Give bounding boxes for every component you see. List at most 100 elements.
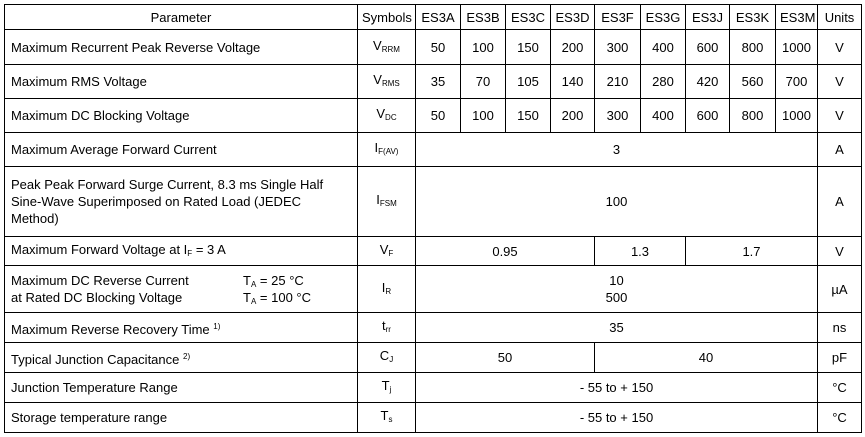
- header-cell: ES3G: [640, 4, 686, 30]
- condition-symbol: T: [243, 273, 251, 288]
- unit-cell: °C: [817, 372, 862, 403]
- value-cell: 150: [505, 98, 551, 133]
- header-cell: ES3D: [550, 4, 595, 30]
- spec-table: Parameter Symbols ES3A ES3B ES3C ES3D ES3F ES3G…: [4, 4, 862, 433]
- parameter: Sine-Wave Superimposed on Rated Load (JE…: [11, 194, 301, 209]
- unit-cell: µA: [817, 265, 862, 313]
- parameter-cell: Maximum Average Forward Current: [4, 132, 358, 167]
- value-cell: 1000: [775, 29, 818, 65]
- header-row: Parameter Symbols ES3A ES3B ES3C ES3D ES3F ES3G…: [4, 4, 862, 30]
- value-cell: 300: [594, 98, 641, 133]
- header-cell: ES3J: [685, 4, 730, 30]
- value: 10: [609, 273, 624, 288]
- value-cell: 140: [550, 64, 595, 99]
- symbol-sub: R: [385, 286, 392, 296]
- table-row: Maximum Recurrent Peak Reverse Voltage VR…: [4, 29, 862, 65]
- parameter-cell: Maximum DC Reverse Current TA = 25 °C at R…: [4, 265, 358, 313]
- symbol-cell: VRRM: [357, 29, 416, 65]
- value-cell: 600: [685, 29, 730, 65]
- header-cell: ES3K: [729, 4, 776, 30]
- symbol-sub: s: [388, 415, 393, 424]
- symbol-sub: FSM: [379, 199, 397, 208]
- value-cell: 35: [415, 64, 461, 99]
- parameter-line: at Rated DC Blocking Voltage TA = 100 °C: [11, 289, 353, 306]
- parameter: = 3 A: [195, 241, 226, 257]
- symbol-sub: RMS: [381, 79, 400, 88]
- unit-cell: V: [817, 29, 862, 65]
- symbol: I: [381, 279, 386, 295]
- parameter-line: Method): [11, 210, 353, 227]
- parameter-cell: Maximum Reverse Recovery Time 1): [4, 312, 358, 343]
- header-cell: ES3B: [460, 4, 506, 30]
- value-cell: 150: [505, 29, 551, 65]
- parameter: Maximum Forward Voltage at I: [11, 241, 188, 257]
- parameter: Junction Temperature Range: [11, 380, 178, 395]
- value-cell: 40: [594, 342, 818, 373]
- value: 500: [605, 290, 628, 305]
- header-cell: Parameter: [4, 4, 358, 30]
- condition-sub: A: [250, 280, 257, 289]
- table-row: Peak Peak Forward Surge Current, 8.3 ms …: [4, 166, 862, 237]
- parameter-cell: Maximum Forward Voltage at IF = 3 A: [4, 236, 358, 266]
- value-cell: 280: [640, 64, 686, 99]
- parameter: at Rated DC Blocking Voltage: [11, 290, 183, 305]
- parameter-cell: Maximum Recurrent Peak Reverse Voltage: [4, 29, 358, 65]
- unit-cell: V: [817, 64, 862, 99]
- symbol-cell: VF: [357, 236, 416, 266]
- value-cell: 50: [415, 29, 461, 65]
- parameter: Peak Peak Forward Surge Current, 8.3 ms …: [11, 177, 324, 192]
- value-cell: 1000: [775, 98, 818, 133]
- value-cell: 300: [594, 29, 641, 65]
- parameter-cell: Maximum RMS Voltage: [4, 64, 358, 99]
- symbol: V: [373, 72, 382, 87]
- unit-cell: A: [817, 166, 862, 237]
- parameter-cell: Maximum DC Blocking Voltage: [4, 98, 358, 133]
- symbol: I: [376, 192, 380, 207]
- symbol: V: [379, 241, 389, 257]
- value-cell: 400: [640, 29, 686, 65]
- parameter: Method): [11, 211, 59, 226]
- value-cell: 10 500: [415, 265, 818, 313]
- footnote: 2): [183, 351, 191, 361]
- value-cell: 800: [729, 29, 776, 65]
- symbol-cell: trr: [357, 312, 416, 343]
- table-row: Maximum DC Blocking Voltage VDC 50 100 150 20…: [4, 98, 862, 133]
- unit-cell: A: [817, 132, 862, 167]
- table-row: Maximum Reverse Recovery Time 1) trr 35 ns: [4, 312, 862, 343]
- parameter: Maximum DC Reverse Current: [11, 273, 189, 288]
- symbol-cell: VDC: [357, 98, 416, 133]
- value-cell: 420: [685, 64, 730, 99]
- unit-cell: V: [817, 236, 862, 266]
- value-cell: 700: [775, 64, 818, 99]
- parameter: Typical Junction Capacitance: [11, 351, 180, 367]
- symbol-sub: RRM: [381, 44, 400, 54]
- parameter: Maximum DC Blocking Voltage: [11, 108, 190, 123]
- value-cell: 0.95: [415, 236, 595, 266]
- unit-cell: V: [817, 98, 862, 133]
- symbol-cell: CJ: [357, 342, 416, 373]
- table-row: Storage temperature range Ts - 55 to + 150…: [4, 402, 862, 433]
- value-cell: 1.3: [594, 236, 686, 266]
- parameter-line: Peak Peak Forward Surge Current, 8.3 ms …: [11, 176, 353, 193]
- value-cell: 1.7: [685, 236, 818, 266]
- parameter-cell: Peak Peak Forward Surge Current, 8.3 ms …: [4, 166, 358, 237]
- symbol-cell: Tj: [357, 372, 416, 403]
- condition: TA = 25 °C: [243, 272, 304, 293]
- symbol-sub: DC: [385, 113, 397, 122]
- header-cell: ES3M: [775, 4, 818, 30]
- symbol-sub: J: [389, 355, 394, 364]
- symbol-cell: Ts: [357, 402, 416, 433]
- parameter-cell: Storage temperature range: [4, 402, 358, 433]
- unit-cell: ns: [817, 312, 862, 343]
- table-row: Maximum DC Reverse Current TA = 25 °C at R…: [4, 265, 862, 313]
- parameter-sub: F: [187, 248, 193, 258]
- condition-text: = 100 °C: [259, 290, 312, 305]
- symbol: I: [374, 140, 379, 155]
- symbol: C: [379, 348, 390, 363]
- value-cell: - 55 to + 150: [415, 402, 818, 433]
- value-cell: 800: [729, 98, 776, 133]
- parameter-cell: Typical Junction Capacitance 2): [4, 342, 358, 373]
- value-cell: 200: [550, 98, 595, 133]
- header-cell: Units: [817, 4, 862, 30]
